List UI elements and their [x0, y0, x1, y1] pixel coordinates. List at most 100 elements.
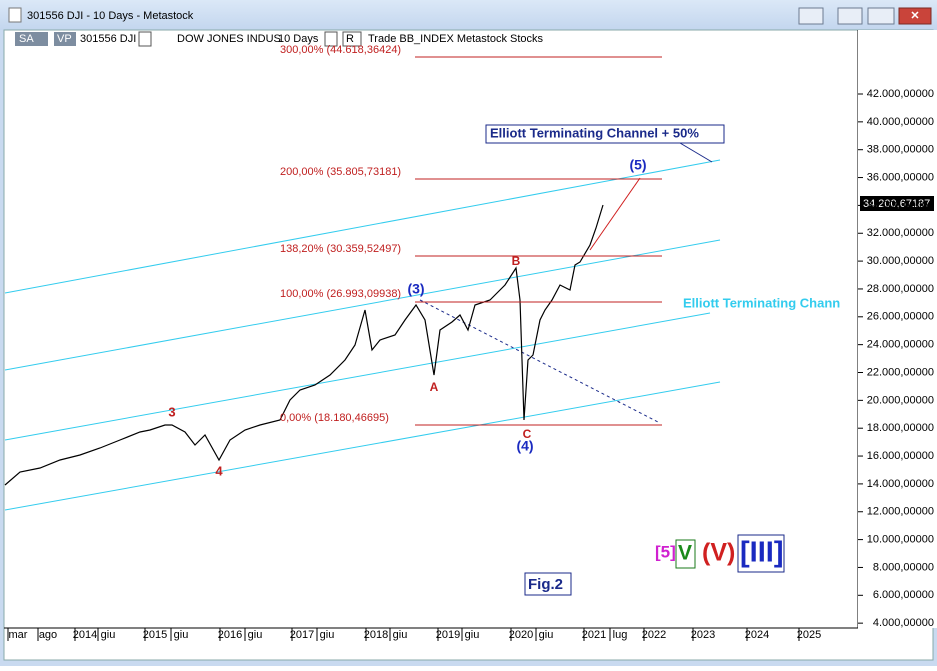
x-tick-label: giu [539, 629, 554, 641]
maximize-button[interactable] [867, 7, 895, 25]
x-tick-label: 2016 [218, 629, 242, 641]
last-price-box [860, 196, 934, 211]
period: 10 Days [278, 33, 319, 45]
y-tick-label: 12.000,00000 [867, 506, 934, 518]
channel50-box [485, 124, 725, 144]
y-axis: 42.000,00000 40.000,00000 38.000,00000 36.0… [858, 88, 934, 629]
y-tick-label: 16.000,00000 [867, 450, 934, 462]
channel50-label: Elliott Terminating Channel + 50% [490, 125, 699, 140]
window-title: 301556 DJI - 10 Days - Metastock [27, 10, 194, 22]
close-x: ✕ [910, 10, 919, 22]
degree-iii: [III] [740, 537, 784, 569]
channel-line [4, 239, 721, 371]
wave-label: A [430, 380, 439, 394]
degree-pv: (V) [702, 539, 735, 567]
x-tick-label: 2021 [582, 629, 606, 641]
channel-line [4, 159, 721, 294]
y-tick-label: 32.000,00000 [867, 227, 934, 239]
degree-v-box [675, 539, 696, 569]
y-tick-label: 10.000,00000 [867, 534, 934, 546]
y-tick-label: 22.000,00000 [867, 366, 934, 378]
channel-line [4, 381, 721, 511]
wave-label: (3) [407, 281, 424, 297]
fig-label: Fig.2 [528, 576, 563, 593]
trend-dashed [419, 299, 661, 424]
y-tick-label: 42.000,00000 [867, 88, 934, 100]
y-tick-label: 4.000,00000 [873, 617, 934, 629]
y-axis-bg [858, 30, 937, 628]
wave-label: 3 [168, 404, 175, 419]
y-tick-label: 8.000,00000 [873, 561, 934, 573]
y-tick-label: 26.000,00000 [867, 311, 934, 323]
wave-label: (5) [629, 157, 646, 173]
x-tick-label: giu [465, 629, 480, 641]
x-tick-label: giu [248, 629, 263, 641]
info: Trade BB_INDEX Metastock Stocks [368, 33, 544, 45]
minimize-button[interactable] [837, 7, 863, 25]
fig-box [524, 572, 572, 596]
x-tick-label: 2014 [73, 629, 97, 641]
wave-label: B [512, 254, 521, 268]
fib-label: 200,00% (35.805,73181) [280, 166, 401, 178]
degree-v: V [678, 542, 692, 565]
wave-labels: 3 4 (3) A B C(4) (5) [168, 157, 646, 479]
x-tick-label: 2020 [509, 629, 533, 641]
channel-label: Elliott Terminating Chann [683, 295, 840, 310]
fib-label: 100,00% (26.993,09938) [280, 288, 401, 300]
fib-label: 300,00% (44.618,36424) [280, 44, 401, 56]
x-tick-label: giu [174, 629, 189, 641]
y-tick-label: 14.000,00000 [867, 478, 934, 490]
x-tick-label: giu [320, 629, 335, 641]
x-tick-label: 2018 [364, 629, 388, 641]
wave-label: C [523, 427, 532, 441]
fib-label: 0,00% (18.180,46695) [280, 412, 389, 424]
x-tick-label: 2024 [745, 629, 769, 641]
fib-label: 138,20% (30.359,52497) [280, 243, 401, 255]
period-dropdown[interactable] [324, 31, 338, 47]
y-tick-label: 18.000,00000 [867, 422, 934, 434]
channels [4, 159, 721, 511]
x-tick-label: 2019 [436, 629, 460, 641]
channel-line [4, 312, 711, 441]
x-tick-label: 2023 [691, 629, 715, 641]
security-name: DOW JONES INDUS [177, 33, 281, 45]
x-tick-label: ago [39, 629, 57, 641]
wave-label: (4) [516, 438, 533, 454]
degree-iii-box [737, 534, 785, 573]
y-tick-label: 20.000,00000 [867, 394, 934, 406]
sa-button[interactable] [15, 32, 48, 46]
help-button[interactable] [798, 7, 824, 25]
degree-5: [5] [655, 542, 676, 561]
y-tick-label: 40.000,00000 [867, 116, 934, 128]
y-tick-label: 34.000,00000 [867, 199, 934, 211]
x-tick-label: giu [101, 629, 116, 641]
toolbar: SA VP 301556 DJI DOW JONES INDUS 10 Days… [15, 31, 544, 47]
x-tick-label: 2025 [797, 629, 821, 641]
symbol-dropdown[interactable] [138, 31, 152, 47]
app-icon [8, 7, 22, 23]
x-tick-label: giu [393, 629, 408, 641]
projection-line [589, 177, 641, 251]
vp-label: VP [57, 33, 72, 45]
close-button[interactable] [898, 7, 932, 25]
x-tick-label: mar [9, 629, 28, 641]
sa-label: SA [19, 33, 34, 45]
y-tick-label: 30.000,00000 [867, 255, 934, 267]
fib-levels: 300,00% (44.618,36424) 200,00% (35.805,73… [280, 44, 662, 426]
y-tick-label: 28.000,00000 [867, 283, 934, 295]
title-bar [0, 0, 937, 30]
y-tick-label: 36.000,00000 [867, 171, 934, 183]
x-tick-label: 2015 [143, 629, 167, 641]
y-tick-label: 24.000,00000 [867, 339, 934, 351]
price-line [4, 204, 604, 486]
x-axis: mar ago 2014 giu 2015 giu 2016 giu 2017 giu 2018 gi… [7, 628, 821, 641]
x-tick-label: lug [613, 629, 628, 641]
y-tick-label: 38.000,00000 [867, 144, 934, 156]
y-tick-label: 6.000,00000 [873, 589, 934, 601]
x-tick-label: 2022 [642, 629, 666, 641]
vp-button[interactable] [54, 32, 76, 46]
r-label: R [346, 33, 354, 45]
r-button[interactable] [342, 31, 362, 47]
symbol: 301556 DJI [80, 33, 136, 45]
